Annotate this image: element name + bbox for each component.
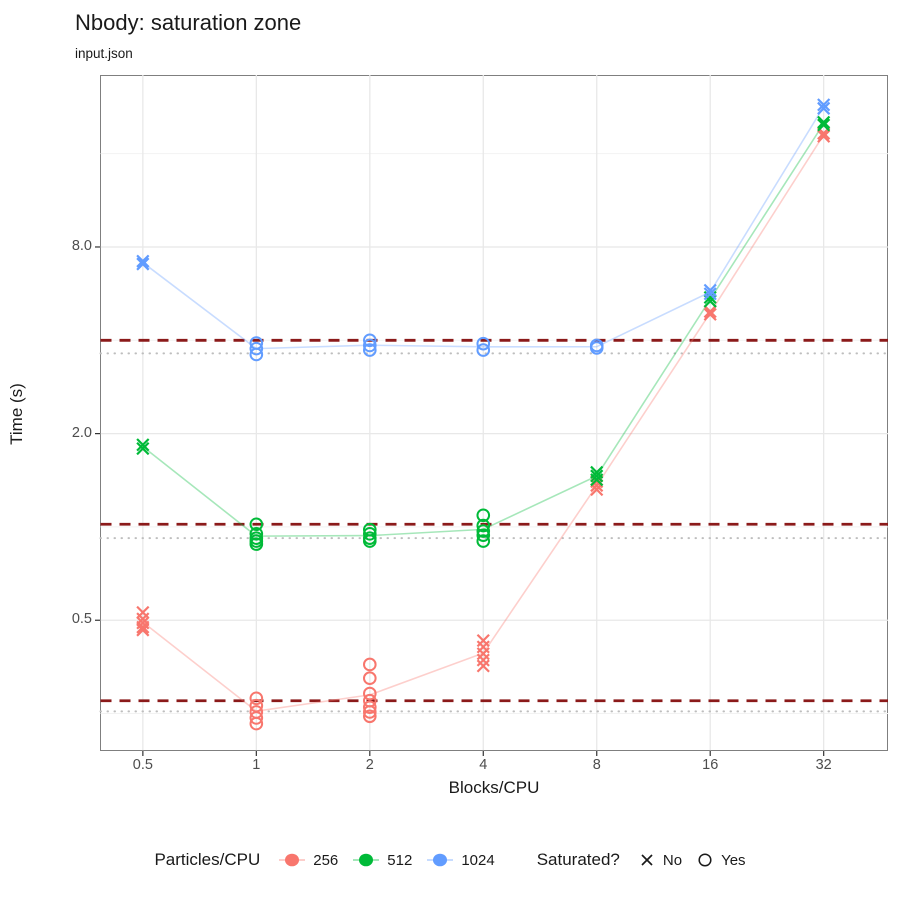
marker-o (476, 343, 491, 357)
marker-x (703, 307, 717, 321)
marker-o (476, 336, 491, 351)
marker-o (249, 716, 264, 731)
legend-item-label: Yes (721, 851, 746, 869)
marker-o (249, 341, 264, 356)
point-dot-icon (279, 853, 306, 867)
marker-o (363, 705, 377, 719)
marker-x (817, 115, 831, 129)
marker-x (703, 287, 717, 301)
x-cross-icon (641, 854, 653, 866)
marker-o (476, 518, 491, 533)
legend-shape-title: Saturated? (536, 850, 620, 869)
x-tick-label: 32 (815, 757, 832, 773)
marker-x (817, 118, 831, 132)
x-tick-label: 16 (702, 757, 719, 773)
marker-o (363, 686, 377, 701)
y-tick-label: 0.5 (71, 611, 92, 628)
marker-o (476, 528, 491, 543)
legend-item-256: 256 (278, 851, 338, 869)
marker-x (136, 254, 150, 268)
marker-x (136, 441, 150, 456)
x-tick-label: 2 (365, 757, 374, 773)
marker-o (363, 671, 377, 686)
y-tick-label: 8.0 (71, 237, 92, 254)
x-tick-label: 0.5 (132, 757, 153, 773)
open-circle-icon (698, 853, 712, 867)
marker-x (476, 659, 490, 673)
marker-o (363, 338, 377, 353)
legend-item-yes: Yes (696, 851, 746, 869)
marker-o (476, 524, 491, 538)
marker-o (476, 508, 491, 523)
marker-x (817, 101, 831, 115)
marker-x (590, 478, 604, 493)
marker-x (817, 129, 831, 143)
marker-o (363, 343, 377, 357)
legend: Particles/CPU 256 512 1024 Saturated? No (0, 843, 900, 877)
marker-o (249, 517, 264, 532)
marker-o (363, 709, 377, 724)
y-tick-label: 2.0 (71, 424, 92, 441)
point-dot-icon (353, 853, 380, 867)
marker-x (136, 257, 150, 271)
marker-x (136, 623, 150, 637)
marker-x (136, 438, 150, 452)
marker-o (249, 711, 264, 725)
marker-x (136, 620, 150, 634)
marker-o (249, 537, 264, 551)
marker-x (590, 469, 604, 483)
legend-item-label: 512 (387, 851, 413, 869)
marker-o (363, 534, 377, 548)
legend-item-label: 256 (313, 851, 339, 869)
legend-item-label: 1024 (461, 851, 495, 869)
series-points-1024 (136, 98, 831, 362)
marker-o (249, 347, 264, 362)
chart-subtitle: input.json (75, 46, 133, 61)
plot-panel (100, 75, 888, 751)
y-axis-label: Time (s) (7, 383, 26, 445)
legend-color-title: Particles/CPU (154, 850, 261, 869)
marker-x (476, 653, 490, 667)
marker-x (817, 98, 831, 112)
chart-title: Nbody: saturation zone (75, 10, 302, 35)
marker-o (363, 700, 377, 715)
x-tick-label: 8 (592, 757, 601, 773)
legend-item-1024: 1024 (426, 851, 495, 869)
series-points-256 (136, 126, 831, 731)
marker-x (590, 473, 604, 487)
marker-o (249, 691, 264, 706)
marker-x (703, 283, 717, 297)
marker-o (589, 341, 604, 355)
point-dot-icon (427, 853, 454, 867)
marker-o (363, 527, 377, 541)
legend-item-512: 512 (352, 851, 412, 869)
x-tick-label: 4 (479, 757, 488, 773)
marker-o (363, 657, 377, 672)
marker-o (476, 534, 491, 548)
x-tick-label: 1 (252, 757, 261, 773)
marker-o (249, 527, 264, 541)
marker-x (590, 482, 604, 497)
legend-item-label: No (662, 851, 683, 869)
legend-item-no: No (638, 851, 682, 869)
marker-x (703, 305, 717, 319)
marker-o (363, 333, 377, 348)
x-axis-label: Blocks/CPU (448, 778, 540, 797)
